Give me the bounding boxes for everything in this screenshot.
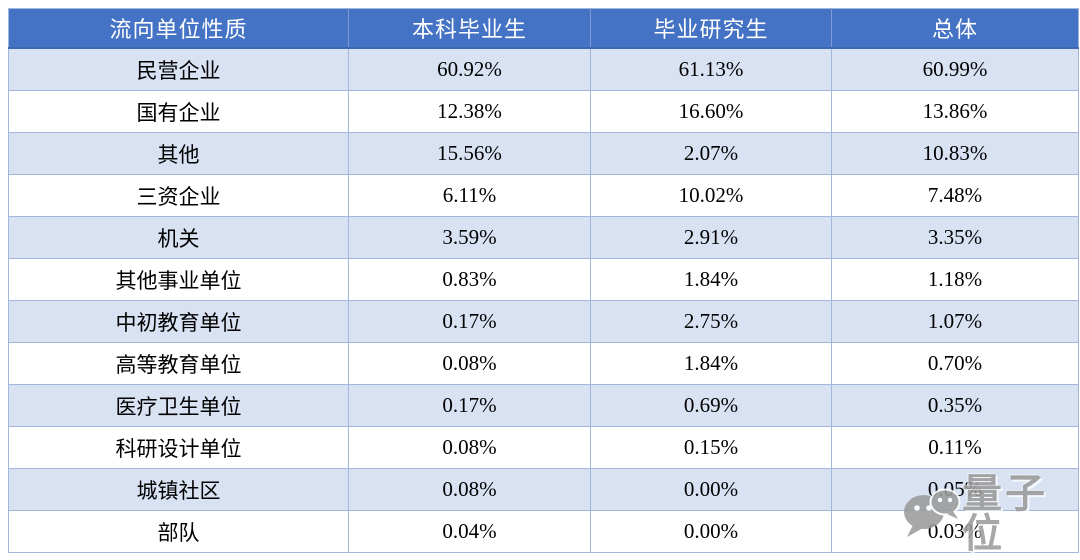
- value-cell: 0.17%: [348, 300, 591, 343]
- value-cell: 3.59%: [348, 216, 591, 259]
- value-cell: 61.13%: [590, 47, 832, 91]
- value-cell: 60.92%: [348, 47, 591, 91]
- table-row: 国有企业 12.38% 16.60% 13.86%: [8, 90, 1079, 133]
- row-label-cell: 医疗卫生单位: [8, 384, 349, 427]
- value-cell: 0.11%: [831, 426, 1079, 469]
- table-row: 部队 0.04% 0.00% 0.03%: [8, 510, 1079, 553]
- value-cell: 0.04%: [348, 510, 591, 553]
- table-row: 三资企业 6.11% 10.02% 7.48%: [8, 174, 1079, 217]
- table-row: 其他 15.56% 2.07% 10.83%: [8, 132, 1079, 175]
- value-cell: 0.00%: [590, 510, 832, 553]
- table-row: 中初教育单位 0.17% 2.75% 1.07%: [8, 300, 1079, 343]
- column-header-total: 总体: [831, 8, 1079, 49]
- table-row: 其他事业单位 0.83% 1.84% 1.18%: [8, 258, 1079, 301]
- value-cell: 15.56%: [348, 132, 591, 175]
- value-cell: 1.84%: [590, 342, 832, 385]
- value-cell: 0.08%: [348, 342, 591, 385]
- value-cell: 0.17%: [348, 384, 591, 427]
- value-cell: 0.83%: [348, 258, 591, 301]
- row-label-cell: 部队: [8, 510, 349, 553]
- row-label-cell: 高等教育单位: [8, 342, 349, 385]
- value-cell: 0.05%: [831, 468, 1079, 511]
- row-label-cell: 三资企业: [8, 174, 349, 217]
- row-label-cell: 城镇社区: [8, 468, 349, 511]
- graduate-destination-table: 流向单位性质 本科毕业生 毕业研究生 总体 民营企业 60.92% 61.13%…: [8, 8, 1079, 553]
- value-cell: 0.35%: [831, 384, 1079, 427]
- row-label-cell: 民营企业: [8, 47, 349, 91]
- column-header-unit-type: 流向单位性质: [8, 8, 349, 49]
- value-cell: 13.86%: [831, 90, 1079, 133]
- table-row: 城镇社区 0.08% 0.00% 0.05%: [8, 468, 1079, 511]
- value-cell: 2.91%: [590, 216, 832, 259]
- table-row: 民营企业 60.92% 61.13% 60.99%: [8, 47, 1079, 91]
- row-label-cell: 机关: [8, 216, 349, 259]
- value-cell: 0.08%: [348, 468, 591, 511]
- header-row: 流向单位性质 本科毕业生 毕业研究生 总体: [8, 8, 1079, 49]
- value-cell: 0.15%: [590, 426, 832, 469]
- value-cell: 0.69%: [590, 384, 832, 427]
- table-row: 医疗卫生单位 0.17% 0.69% 0.35%: [8, 384, 1079, 427]
- value-cell: 1.84%: [590, 258, 832, 301]
- row-label-cell: 其他: [8, 132, 349, 175]
- value-cell: 1.07%: [831, 300, 1079, 343]
- value-cell: 10.02%: [590, 174, 832, 217]
- value-cell: 2.07%: [590, 132, 832, 175]
- value-cell: 0.00%: [590, 468, 832, 511]
- table-row: 机关 3.59% 2.91% 3.35%: [8, 216, 1079, 259]
- value-cell: 6.11%: [348, 174, 591, 217]
- value-cell: 7.48%: [831, 174, 1079, 217]
- value-cell: 12.38%: [348, 90, 591, 133]
- row-label-cell: 其他事业单位: [8, 258, 349, 301]
- table-row: 科研设计单位 0.08% 0.15% 0.11%: [8, 426, 1079, 469]
- value-cell: 0.70%: [831, 342, 1079, 385]
- value-cell: 3.35%: [831, 216, 1079, 259]
- column-header-graduate: 毕业研究生: [590, 8, 832, 49]
- value-cell: 10.83%: [831, 132, 1079, 175]
- value-cell: 1.18%: [831, 258, 1079, 301]
- value-cell: 0.03%: [831, 510, 1079, 553]
- value-cell: 60.99%: [831, 47, 1079, 91]
- value-cell: 2.75%: [590, 300, 832, 343]
- value-cell: 16.60%: [590, 90, 832, 133]
- table-row: 高等教育单位 0.08% 1.84% 0.70%: [8, 342, 1079, 385]
- row-label-cell: 中初教育单位: [8, 300, 349, 343]
- row-label-cell: 国有企业: [8, 90, 349, 133]
- row-label-cell: 科研设计单位: [8, 426, 349, 469]
- value-cell: 0.08%: [348, 426, 591, 469]
- column-header-undergraduate: 本科毕业生: [348, 8, 591, 49]
